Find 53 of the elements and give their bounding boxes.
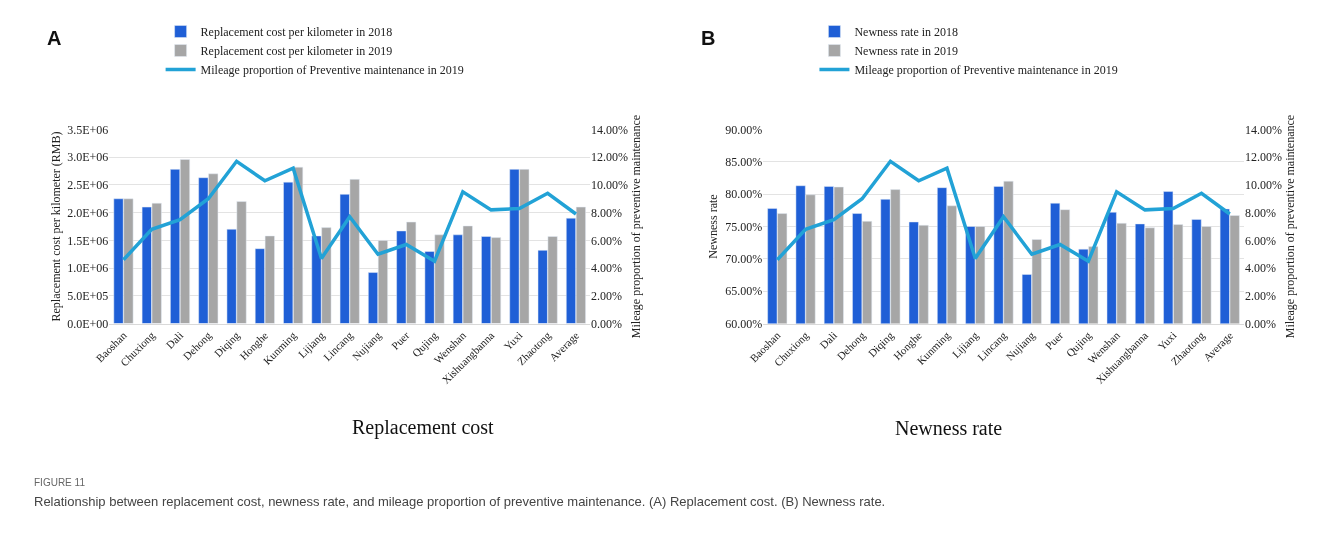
y2-tick-label: 10.00% bbox=[1244, 178, 1282, 193]
line-series bbox=[775, 159, 1232, 263]
text: B bbox=[701, 27, 716, 49]
y-tick-label: 3.0E+06 bbox=[67, 150, 109, 165]
y2-tick-label: 12.00% bbox=[1244, 150, 1282, 165]
y2-tick-label: 10.00% bbox=[591, 178, 629, 193]
x-tick-label: Dali bbox=[817, 329, 840, 352]
x-tick-label: Puer bbox=[1042, 328, 1066, 352]
text: A bbox=[47, 27, 62, 49]
y2-tick-label: 6.00% bbox=[591, 233, 623, 248]
y2-axis-title: Mileage proportion of preventive maintenance bbox=[628, 114, 643, 339]
y2-tick-label: 0.00% bbox=[1244, 316, 1276, 331]
y2-tick-label: 8.00% bbox=[1244, 205, 1276, 220]
x-tick-label: Puer bbox=[388, 328, 412, 352]
y2-tick-label: 8.00% bbox=[591, 205, 623, 220]
text: Replacement cost bbox=[352, 416, 495, 439]
y2-tick-label: 2.00% bbox=[1244, 289, 1276, 304]
y-tick-label: 0.0E+00 bbox=[67, 316, 109, 331]
y-tick-label: 1.0E+06 bbox=[67, 261, 109, 276]
legend-label: Mileage proportion of Preventive maintenance in 2019 bbox=[200, 63, 464, 78]
y2-tick-label: 4.00% bbox=[1244, 261, 1276, 276]
legend-label: Newness rate in 2019 bbox=[854, 44, 959, 59]
y-axis-title: Newness rate bbox=[706, 194, 721, 259]
y2-tick-label: 2.00% bbox=[591, 289, 623, 304]
text: Relationship between replacement cost, newness rate, and mileage proportion of preventive maintenance. (A) Replacement cost. (B) Newness rate. bbox=[34, 494, 886, 509]
y2-tick-label: 6.00% bbox=[1244, 233, 1276, 248]
legend-label: Replacement cost per kilometer in 2019 bbox=[200, 44, 393, 59]
line-series bbox=[121, 159, 578, 263]
y2-tick-label: 0.00% bbox=[591, 316, 623, 331]
y-tick-label: 60.00% bbox=[725, 316, 763, 331]
legend-label: Mileage proportion of Preventive maintenance in 2019 bbox=[854, 63, 1118, 78]
y-tick-label: 65.00% bbox=[725, 284, 763, 299]
text: Newness rate bbox=[895, 417, 1003, 439]
legend-label: Replacement cost per kilometer in 2018 bbox=[200, 25, 393, 40]
y-tick-label: 2.0E+06 bbox=[67, 205, 109, 220]
y2-axis-title: Mileage proportion of preventive maintenance bbox=[1282, 114, 1297, 339]
y-axis-title: Replacement cost per kilometer (RMB) bbox=[48, 131, 63, 322]
y-tick-label: 75.00% bbox=[725, 219, 763, 234]
y-tick-label: 90.00% bbox=[725, 122, 763, 137]
y2-tick-label: 14.00% bbox=[591, 122, 629, 137]
y2-tick-label: 12.00% bbox=[591, 150, 629, 165]
caption: FIGURE 11 bbox=[34, 477, 86, 488]
x-tick-label: Dali bbox=[163, 329, 186, 352]
y-tick-label: 80.00% bbox=[725, 187, 763, 202]
y-tick-label: 5.0E+05 bbox=[67, 289, 109, 304]
y-tick-label: 3.5E+06 bbox=[67, 122, 109, 137]
y-tick-label: 2.5E+06 bbox=[67, 178, 109, 193]
legend-label: Newness rate in 2018 bbox=[854, 25, 959, 40]
y2-tick-label: 4.00% bbox=[591, 261, 623, 276]
y2-tick-label: 14.00% bbox=[1244, 122, 1282, 137]
y-tick-label: 1.5E+06 bbox=[67, 233, 109, 248]
y-tick-label: 85.00% bbox=[725, 154, 763, 169]
y-tick-label: 70.00% bbox=[725, 252, 763, 267]
